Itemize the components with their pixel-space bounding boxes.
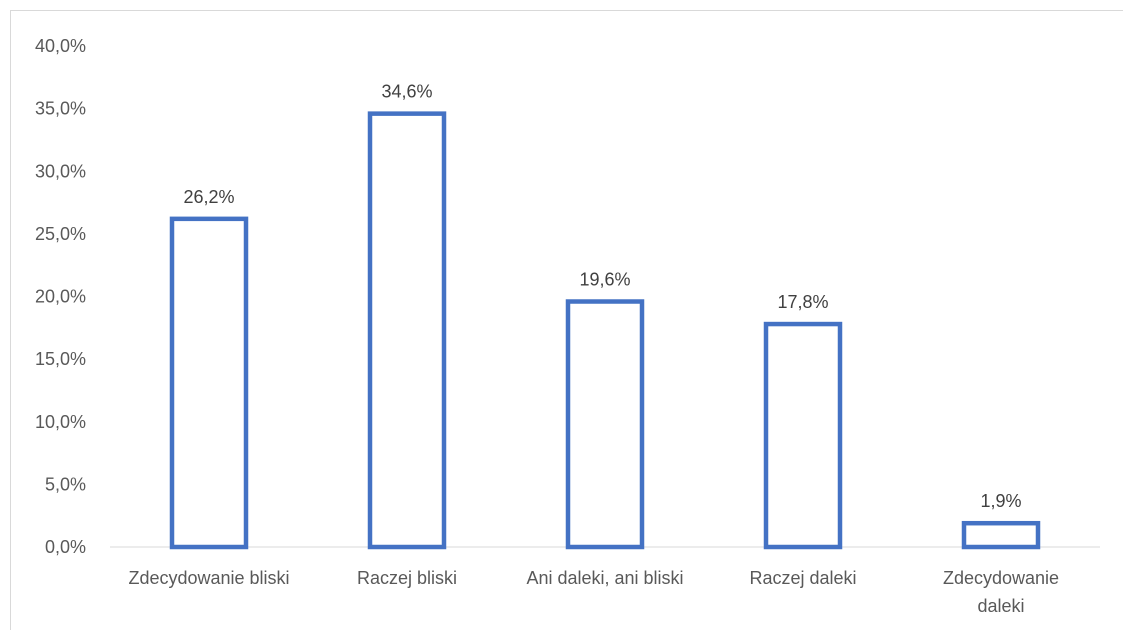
bar	[961, 520, 1041, 550]
category-label: Raczej bliski	[357, 568, 457, 588]
y-tick-label: 25,0%	[35, 224, 86, 244]
y-tick-label: 35,0%	[35, 99, 86, 119]
bar	[169, 216, 249, 550]
data-label: 19,6%	[579, 270, 630, 290]
bar-chart: 0,0% 5,0% 10,0% 15,0% 20,0% 25,0% 30,0% 35,0% 40…	[35, 36, 1100, 616]
y-tick-label: 10,0%	[35, 412, 86, 432]
y-tick-label: 30,0%	[35, 161, 86, 181]
bar	[367, 111, 447, 550]
category-label: Zdecydowanie	[943, 568, 1059, 588]
bar	[763, 321, 843, 550]
bar	[565, 299, 645, 550]
data-label: 34,6%	[381, 82, 432, 102]
chart-frame: 0,0% 5,0% 10,0% 15,0% 20,0% 25,0% 30,0% 35,0% 40…	[10, 10, 1123, 630]
y-tick-label: 20,0%	[35, 287, 86, 307]
category-label: Zdecydowanie bliski	[128, 568, 289, 588]
y-tick-label: 0,0%	[45, 537, 86, 557]
data-label: 1,9%	[980, 491, 1021, 511]
data-label: 26,2%	[183, 187, 234, 207]
category-label: Ani daleki, ani bliski	[526, 568, 683, 588]
data-label: 17,8%	[777, 292, 828, 312]
category-label: daleki	[977, 596, 1024, 616]
y-tick-label: 5,0%	[45, 474, 86, 494]
y-tick-label: 15,0%	[35, 349, 86, 369]
y-tick-label: 40,0%	[35, 36, 86, 56]
category-label: Raczej daleki	[749, 568, 856, 588]
